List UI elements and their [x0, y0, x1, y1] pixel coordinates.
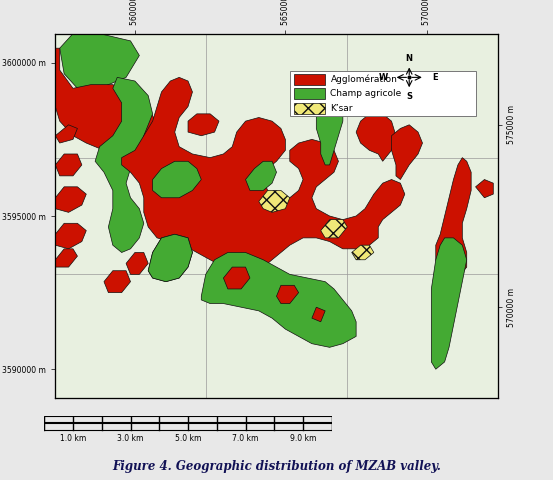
Polygon shape — [246, 161, 276, 191]
Polygon shape — [276, 285, 299, 303]
Text: S: S — [406, 92, 412, 101]
Bar — [294, 103, 325, 114]
Polygon shape — [55, 187, 86, 212]
Text: Agglomération: Agglomération — [331, 74, 398, 84]
Polygon shape — [148, 234, 192, 282]
Text: E: E — [433, 73, 439, 82]
Polygon shape — [352, 245, 374, 260]
Polygon shape — [95, 77, 153, 252]
Polygon shape — [321, 220, 347, 238]
Polygon shape — [316, 99, 343, 165]
Polygon shape — [259, 191, 290, 212]
Polygon shape — [55, 48, 157, 154]
Text: Figure 4. Geographic distribution of MZAB valley.: Figure 4. Geographic distribution of MZA… — [112, 460, 441, 473]
Polygon shape — [122, 77, 405, 271]
Text: Champ agricole: Champ agricole — [331, 89, 401, 98]
Polygon shape — [223, 267, 250, 289]
Text: 7.0 km: 7.0 km — [232, 434, 259, 444]
Polygon shape — [55, 223, 86, 249]
Bar — [294, 88, 325, 99]
Bar — [290, 71, 476, 116]
Bar — [294, 74, 325, 84]
Text: 3.0 km: 3.0 km — [117, 434, 144, 444]
Text: W: W — [378, 73, 388, 82]
Polygon shape — [60, 34, 139, 88]
Polygon shape — [55, 154, 82, 176]
Polygon shape — [126, 252, 148, 275]
Text: 1.0 km: 1.0 km — [60, 434, 86, 444]
Polygon shape — [55, 249, 77, 267]
Polygon shape — [312, 307, 325, 322]
Polygon shape — [188, 114, 219, 136]
Polygon shape — [356, 114, 396, 161]
Polygon shape — [153, 161, 201, 198]
Text: 9.0 km: 9.0 km — [290, 434, 316, 444]
Polygon shape — [148, 234, 192, 282]
Polygon shape — [431, 238, 467, 369]
Polygon shape — [55, 125, 77, 143]
Text: N: N — [406, 54, 413, 63]
Polygon shape — [201, 252, 356, 348]
Polygon shape — [392, 125, 422, 180]
Polygon shape — [104, 271, 131, 293]
Polygon shape — [436, 157, 471, 282]
Bar — [44, 416, 332, 430]
Polygon shape — [476, 180, 493, 198]
Text: K’sar: K’sar — [331, 104, 353, 113]
Text: 5.0 km: 5.0 km — [175, 434, 201, 444]
